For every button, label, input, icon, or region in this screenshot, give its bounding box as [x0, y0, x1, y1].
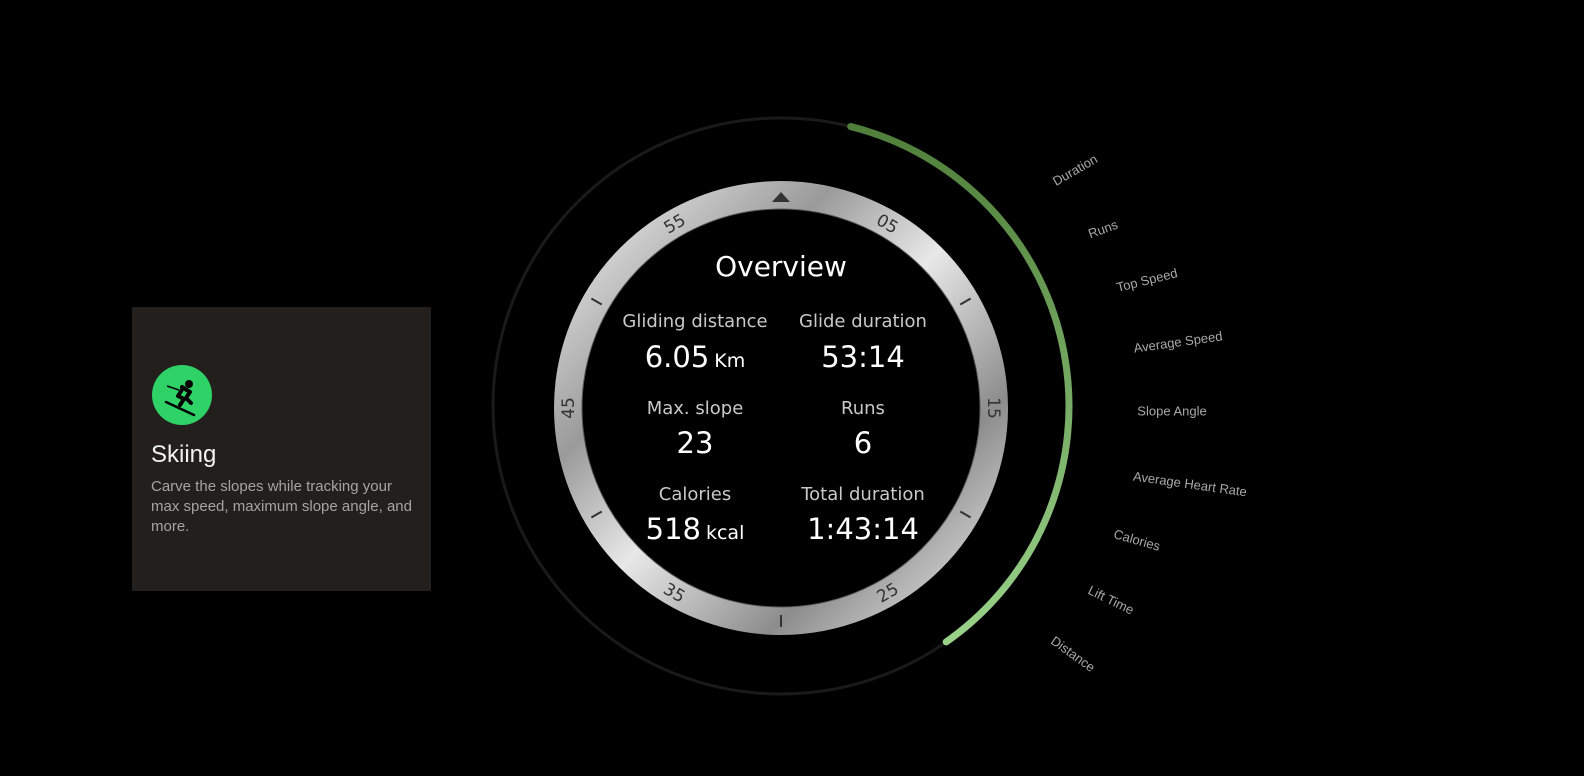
bezel-numeral: 45: [559, 397, 579, 419]
stat-unit: kcal: [705, 522, 745, 544]
triangle-marker-icon: [772, 192, 790, 202]
stat-label: Max. slope: [646, 398, 744, 419]
stat-value: 518: [645, 512, 701, 546]
stat-value: 6.05: [644, 340, 710, 374]
stat-value-group: 518 kcal: [585, 512, 805, 546]
watch-title: Overview: [715, 250, 847, 283]
stat-value-group: 6: [753, 426, 973, 460]
card-title: Skiing: [151, 441, 217, 468]
skier-icon: [152, 365, 212, 425]
metric-option[interactable]: Slope Angle: [1137, 403, 1207, 419]
stat-value: 23: [676, 426, 714, 460]
bezel-numeral: 15: [983, 397, 1003, 419]
stat-unit: Km: [714, 350, 746, 372]
stat-label: Gliding distance: [622, 311, 768, 332]
bezel-tick: [590, 297, 603, 306]
bezel-tick: [590, 510, 603, 519]
stat-label: Glide duration: [799, 311, 927, 332]
card-description: Carve the slopes while tracking your max…: [151, 478, 412, 535]
bezel-tick: [959, 297, 972, 306]
stat-value-group: 23: [585, 426, 805, 460]
stat-value-group: 1:43:14: [753, 512, 973, 546]
stat-value: 6: [853, 426, 873, 460]
stat-value-group: 53:14: [753, 340, 973, 374]
watch-display: [581, 208, 981, 608]
stat-label: Calories: [658, 484, 732, 505]
bezel-tick: [959, 510, 972, 519]
stat-value: 1:43:14: [807, 512, 919, 546]
stat-label: Runs: [841, 398, 885, 419]
stat-value: 53:14: [821, 340, 905, 374]
stat-label: Total duration: [801, 484, 925, 505]
stat-value-group: 6.05 Km: [585, 340, 805, 374]
progress-arc: [847, 123, 1073, 646]
skiing-card[interactable]: Skiing Carve the slopes while tracking y…: [132, 307, 431, 591]
